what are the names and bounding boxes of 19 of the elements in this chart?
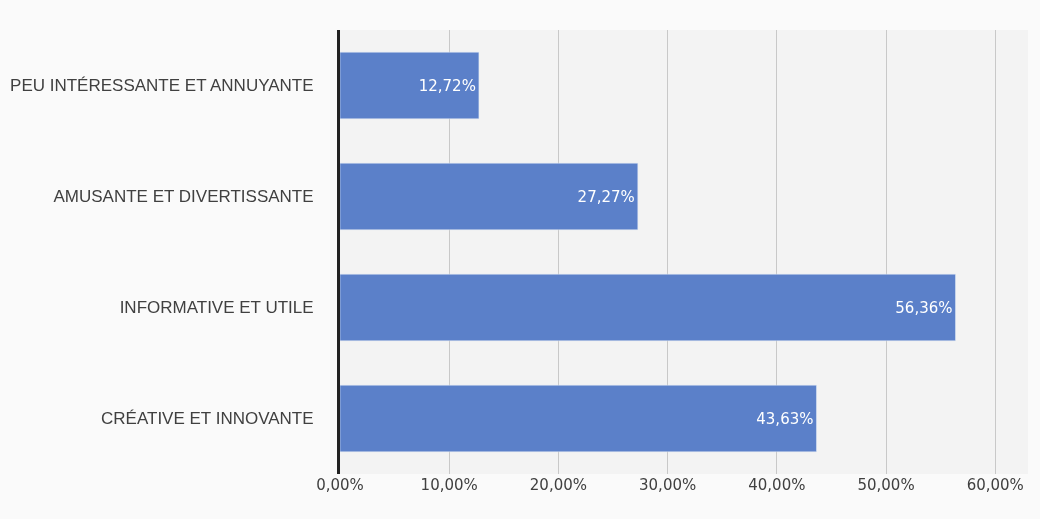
y-tick-label: CRÉATIVE ET INNOVANTE <box>101 409 314 429</box>
x-tick-label: 0,00% <box>316 476 364 494</box>
data-label: 27,27% <box>577 187 635 206</box>
data-label: 43,63% <box>756 409 814 428</box>
x-tick-label: 60,00% <box>966 476 1024 494</box>
x-tick-label: 10,00% <box>420 476 478 494</box>
bar <box>340 384 817 453</box>
data-label: 12,72% <box>418 76 476 95</box>
data-label: 56,36% <box>895 298 953 317</box>
y-tick-label: INFORMATIVE ET UTILE <box>119 298 314 318</box>
bar <box>340 273 956 342</box>
y-tick-label: PEU INTÉRESSANTE ET ANNUYANTE <box>10 76 314 96</box>
x-tick-label: 50,00% <box>857 476 915 494</box>
x-tick-label: 20,00% <box>529 476 588 494</box>
bar <box>340 51 480 120</box>
bar <box>340 162 639 231</box>
x-tick-label: 30,00% <box>639 476 697 494</box>
x-tick-label: 40,00% <box>748 476 806 494</box>
y-tick-label: AMUSANTE ET DIVERTISSANTE <box>53 187 314 207</box>
